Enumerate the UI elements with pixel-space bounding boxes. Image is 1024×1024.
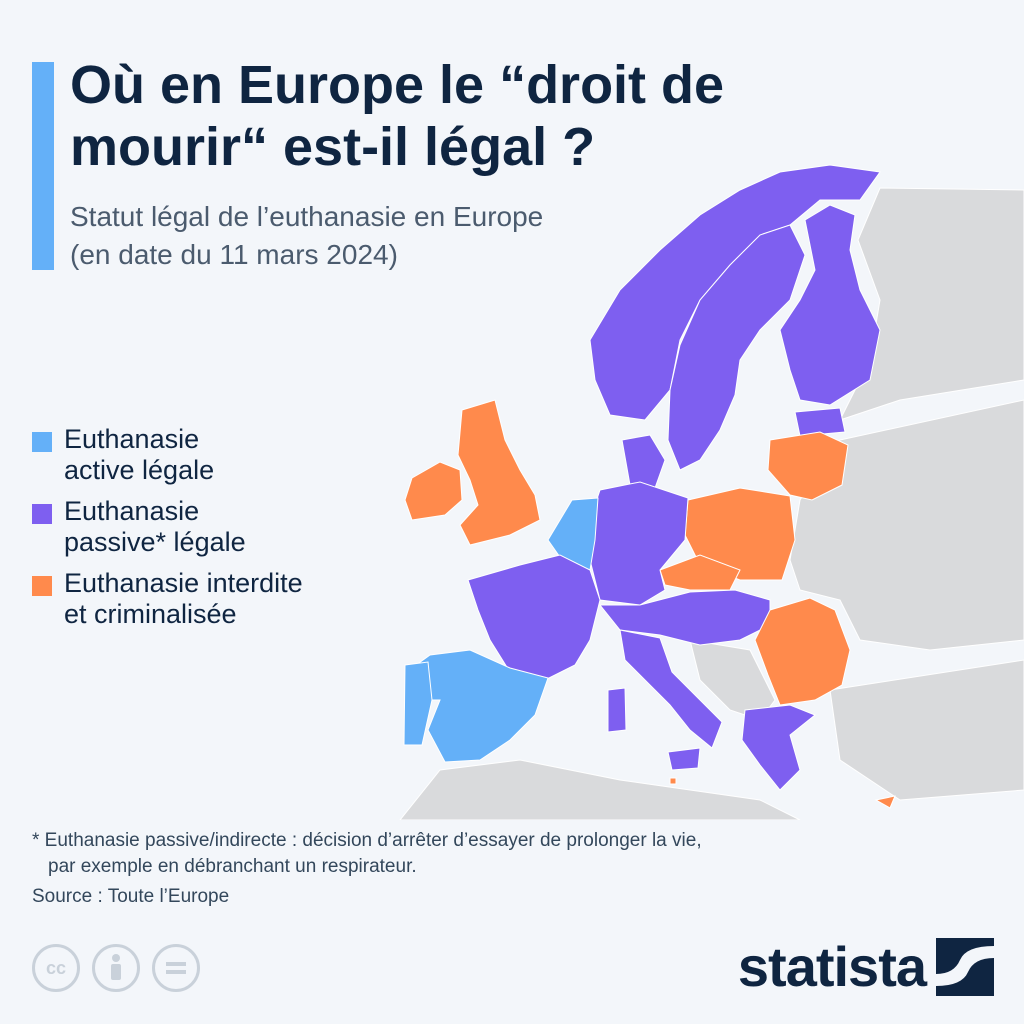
brand-name: statista bbox=[737, 935, 927, 998]
legend-label-passive-1: Euthanasie bbox=[64, 496, 200, 526]
map-country-malta bbox=[669, 777, 677, 785]
map-country-norway bbox=[589, 164, 881, 421]
footnote-line-1: * Euthanasie passive/indirecte : décisio… bbox=[32, 830, 702, 851]
legend-label-active-1: Euthanasie bbox=[64, 424, 200, 454]
map-country-cyprus bbox=[874, 795, 896, 809]
footnote-line-2: par exemple en débranchant un respirateu… bbox=[48, 856, 417, 877]
legend: Euthanasie active légale Euthanasie pass… bbox=[32, 424, 372, 640]
europe-map bbox=[399, 164, 1024, 820]
map-region-turkey bbox=[829, 659, 1024, 801]
map-country-finland bbox=[779, 204, 881, 406]
map-region-russia bbox=[839, 187, 1024, 421]
statista-logo[interactable]: statista bbox=[738, 934, 994, 999]
title-line-1: Où en Europe le “droit de bbox=[70, 55, 725, 115]
legend-label-forbidden-2: et criminalisée bbox=[64, 599, 237, 629]
map-region-north-africa bbox=[399, 759, 801, 820]
legend-label-passive-2: passive* légale bbox=[64, 527, 246, 557]
legend-item-active: Euthanasie active légale bbox=[32, 424, 372, 486]
legend-swatch-forbidden bbox=[32, 576, 52, 596]
map-country-united-kingdom bbox=[457, 399, 541, 546]
map-country-portugal bbox=[403, 661, 433, 746]
map-country-poland bbox=[684, 487, 796, 581]
map-country-estonia bbox=[794, 407, 846, 437]
legend-item-passive: Euthanasie passive* légale bbox=[32, 496, 372, 558]
accent-bar bbox=[32, 62, 54, 270]
title-line-2: mourir“ est-il légal ? bbox=[70, 117, 596, 177]
legend-swatch-passive bbox=[32, 504, 52, 524]
subtitle: Statut légal de l’euthanasie en Europe (… bbox=[70, 198, 710, 274]
no-derivatives-icon bbox=[152, 944, 200, 992]
map-country-sicily bbox=[667, 747, 701, 771]
legend-label-forbidden-1: Euthanasie interdite bbox=[64, 568, 303, 598]
statista-logo-icon bbox=[936, 937, 994, 996]
legend-item-forbidden: Euthanasie interdite et criminalisée bbox=[32, 568, 372, 630]
map-country-latvia-lithuania bbox=[767, 431, 849, 501]
map-country-france bbox=[467, 554, 601, 681]
legend-label-active-2: active légale bbox=[64, 455, 215, 485]
map-country-greece bbox=[741, 704, 816, 791]
map-country-italy bbox=[619, 629, 723, 749]
map-country-denmark bbox=[621, 434, 666, 489]
map-country-sardinia bbox=[607, 687, 627, 733]
source-note: Source : Toute l’Europe bbox=[32, 886, 230, 907]
page-title: Où en Europe le “droit de mourir“ est-il… bbox=[70, 54, 970, 178]
footnote: * Euthanasie passive/indirecte : décisio… bbox=[32, 828, 992, 880]
attribution-icon bbox=[92, 944, 140, 992]
legend-swatch-active bbox=[32, 432, 52, 452]
map-country-romania-bulgaria bbox=[754, 597, 851, 706]
map-region-belarus-ukraine bbox=[789, 399, 1024, 651]
map-country-ireland bbox=[404, 461, 463, 521]
subtitle-line-2: (en date du 11 mars 2024) bbox=[70, 239, 398, 270]
subtitle-line-1: Statut légal de l’euthanasie en Europe bbox=[70, 201, 544, 232]
map-country-sweden bbox=[667, 224, 806, 471]
cc-icon: cc bbox=[32, 944, 80, 992]
